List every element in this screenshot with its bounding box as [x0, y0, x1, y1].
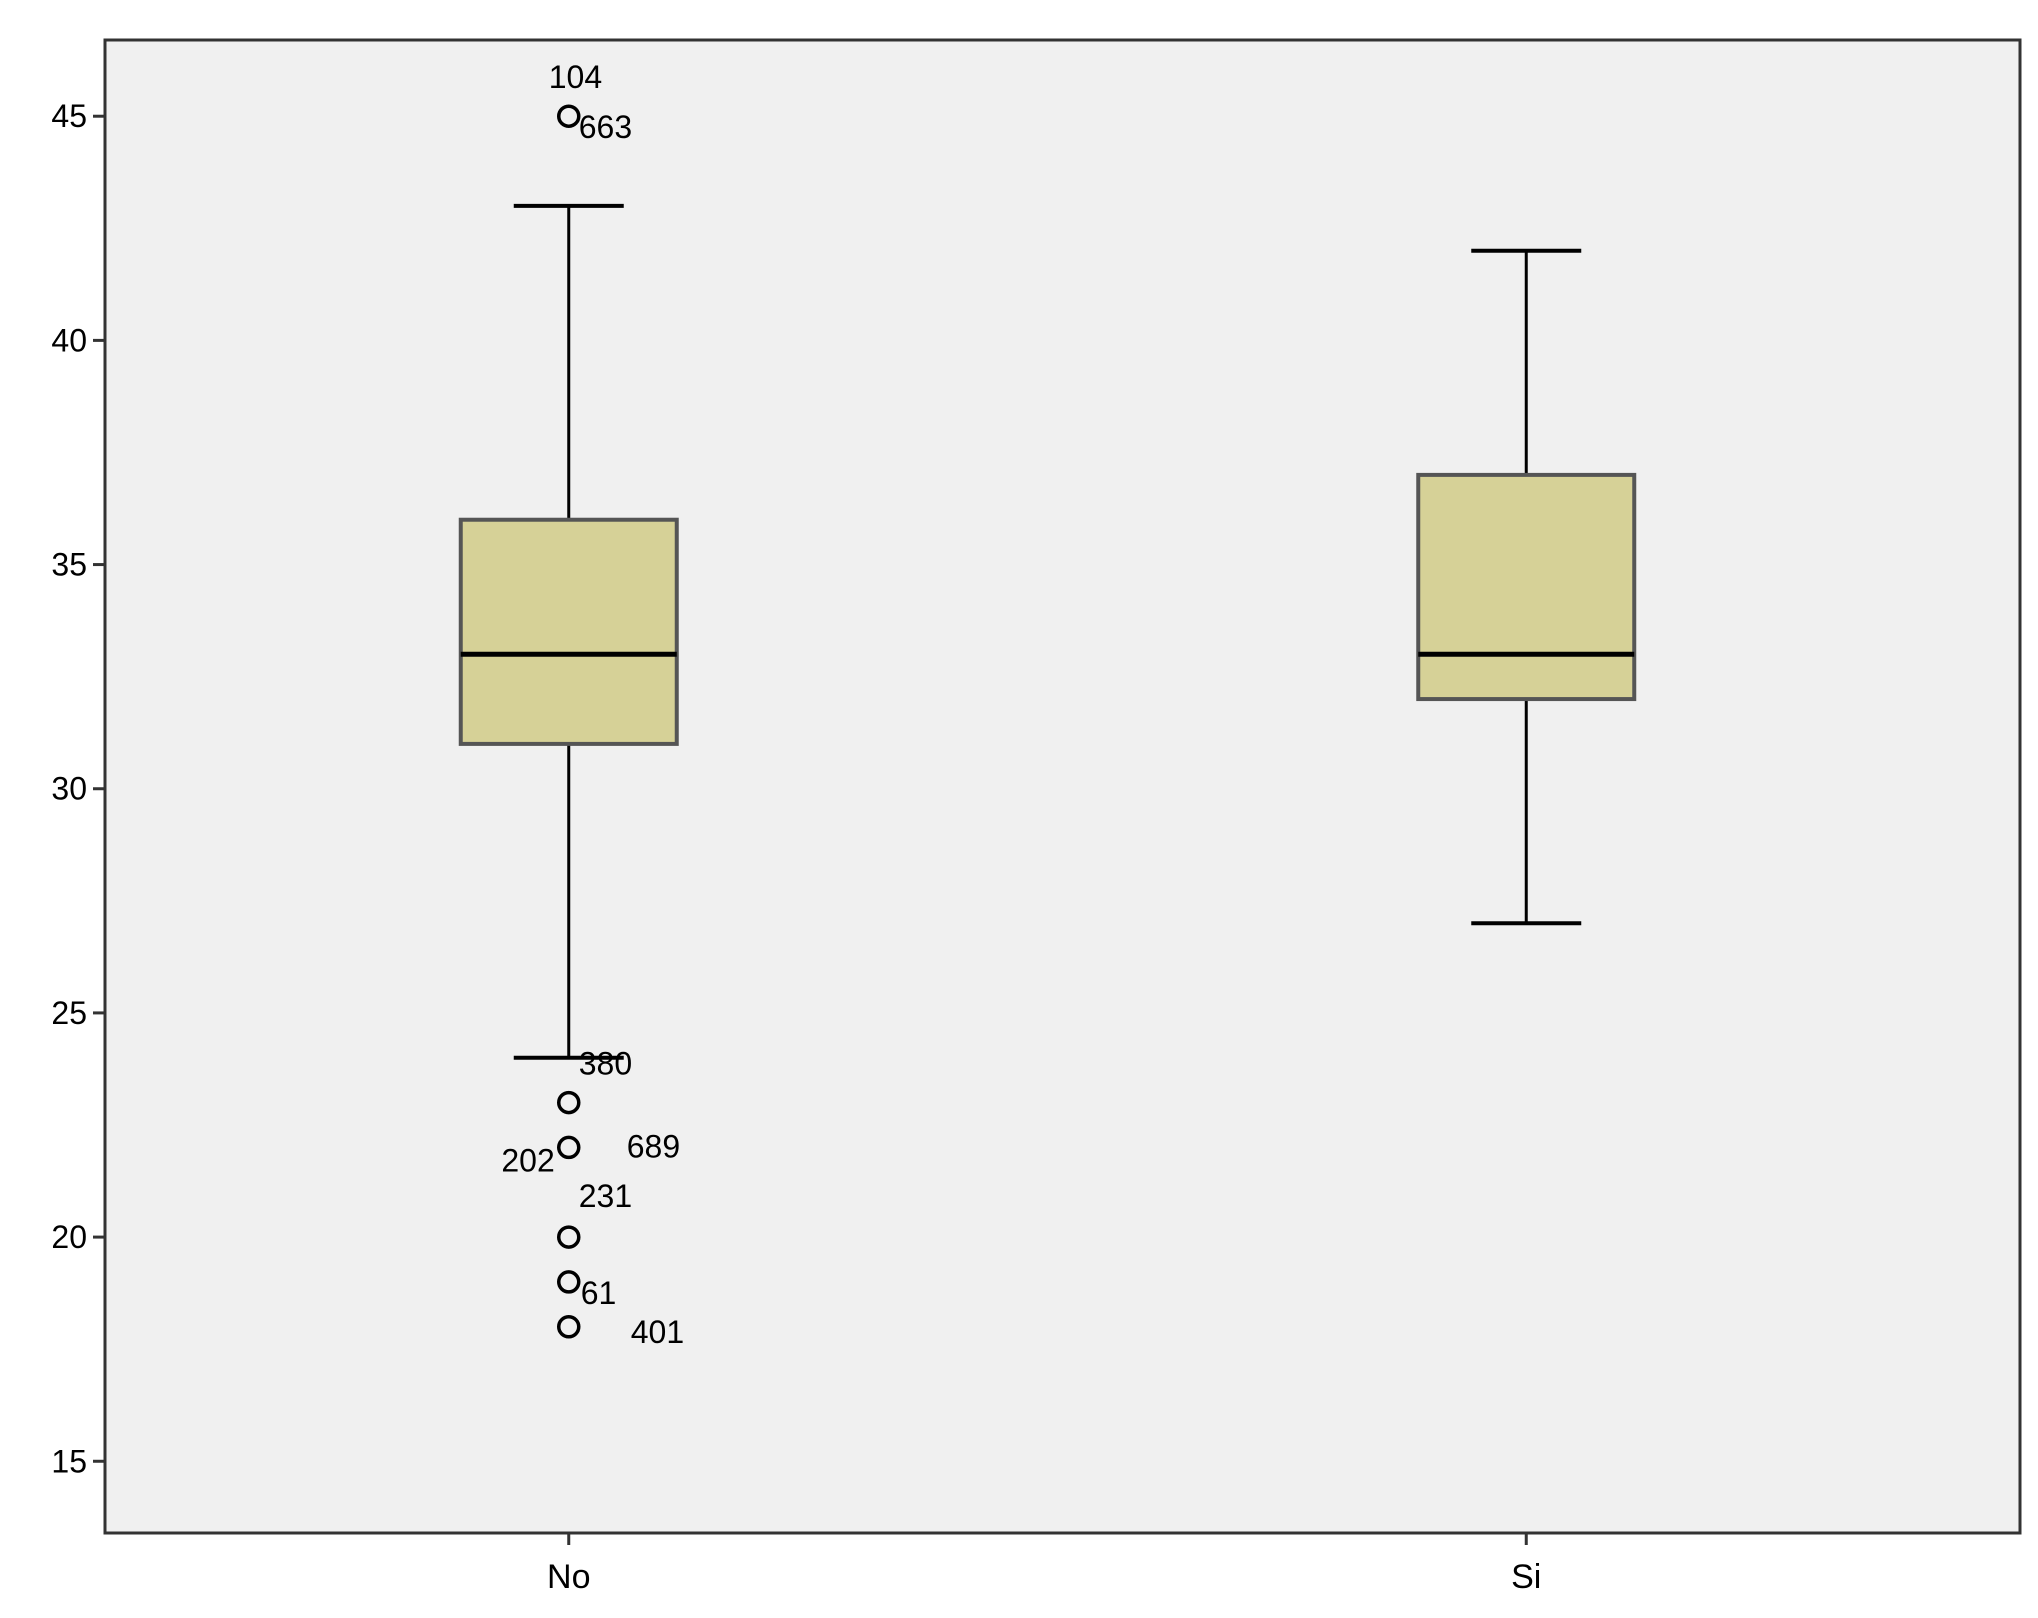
outlier-marker — [557, 1225, 581, 1249]
outlier-marker — [557, 1135, 581, 1160]
plot-area — [103, 38, 2022, 1535]
outlier-marker — [557, 1090, 581, 1115]
outlier-label: 231 — [579, 1178, 632, 1214]
outlier-label: 380 — [579, 1046, 632, 1082]
x-axis: No Si — [547, 1533, 1541, 1596]
outlier-label: 663 — [579, 109, 632, 145]
y-tick-label: 15 — [51, 1443, 87, 1479]
box-no: 104 663 380 202 689 231 61 401 — [458, 59, 684, 1350]
y-axis: 15 20 25 30 35 40 45 — [51, 98, 105, 1479]
y-tick-label: 35 — [51, 547, 87, 583]
outlier-label: 202 — [501, 1142, 554, 1178]
outlier-label: 61 — [581, 1275, 617, 1311]
y-tick-label: 45 — [51, 98, 87, 134]
iqr-box — [1416, 472, 1637, 702]
outlier-label: 104 — [549, 59, 602, 95]
y-tick-label: 25 — [51, 995, 87, 1031]
iqr-box — [458, 517, 679, 746]
outlier-marker — [557, 1270, 581, 1294]
outlier-marker — [557, 104, 581, 128]
x-category-label: Si — [1511, 1558, 1541, 1596]
outlier-marker — [557, 1315, 581, 1339]
x-category-label: No — [547, 1558, 590, 1596]
y-tick-label: 20 — [51, 1219, 87, 1255]
y-tick-label: 40 — [51, 322, 87, 358]
y-tick-label: 30 — [51, 771, 87, 807]
box-group: 104 663 380 202 689 231 61 401 — [458, 59, 1637, 1350]
outlier-label: 689 — [627, 1128, 680, 1164]
box-si — [1416, 248, 1637, 926]
outlier-label: 401 — [631, 1314, 684, 1350]
